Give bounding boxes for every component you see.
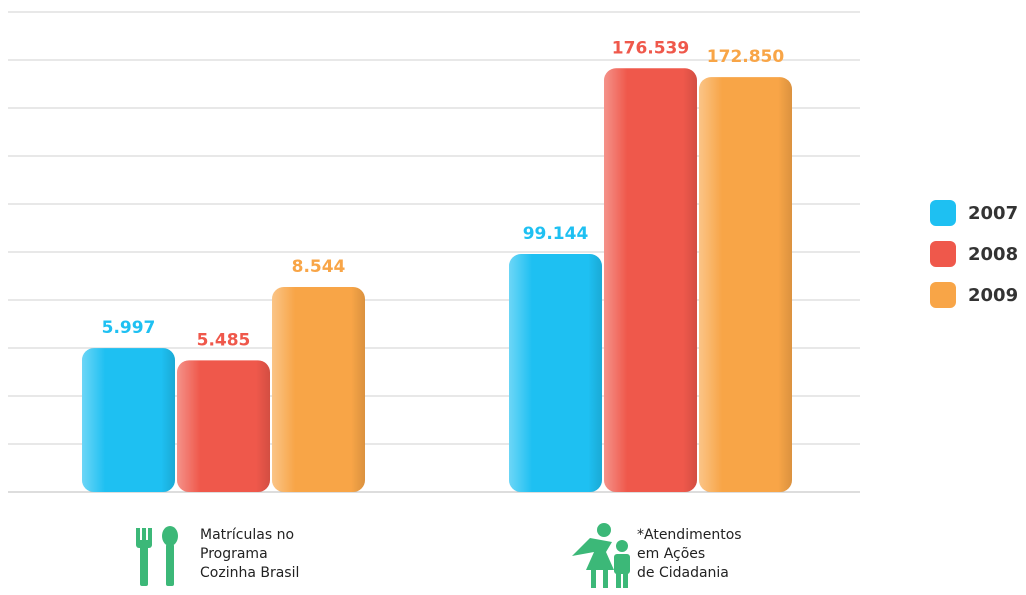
legend-label: 2007	[968, 203, 1018, 224]
fork-knife-icon	[136, 526, 178, 586]
bar-gloss	[699, 77, 792, 492]
legend-swatch	[930, 241, 956, 267]
bar-gloss	[177, 360, 270, 492]
category-label: *Atendimentos em Ações de Cidadania	[637, 527, 742, 581]
bar-gloss	[604, 68, 697, 492]
value-label: 8.544	[292, 257, 346, 277]
legend-label: 2009	[968, 285, 1018, 306]
category-label: Matrículas no Programa Cozinha Brasil	[200, 527, 300, 581]
legend-swatch	[930, 200, 956, 226]
value-label: 5.485	[197, 330, 251, 350]
bar-gloss	[82, 348, 175, 492]
bar-gloss	[272, 286, 365, 492]
legend-swatch	[930, 282, 956, 308]
people-icon	[572, 523, 630, 588]
value-label: 176.539	[612, 38, 689, 58]
value-label: 172.850	[707, 47, 785, 67]
value-label: 99.144	[523, 224, 589, 244]
bar-gloss	[509, 254, 602, 492]
legend-label: 2008	[968, 244, 1018, 265]
value-label: 5.997	[102, 318, 156, 338]
